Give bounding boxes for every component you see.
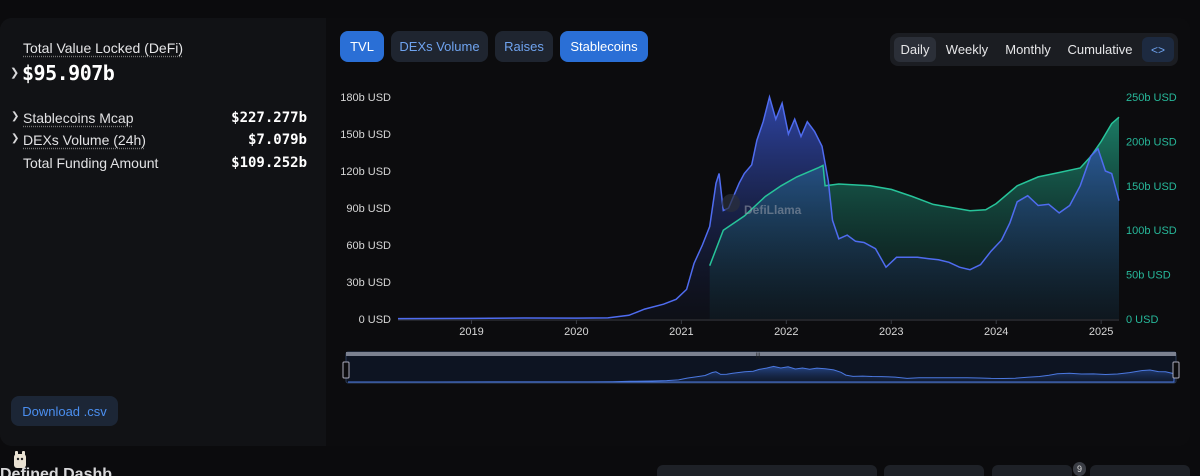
chevron-right-icon[interactable]: ❯: [11, 111, 20, 122]
tvl-value: $95.907b: [22, 61, 115, 85]
x-tick-label: 2019: [459, 326, 483, 338]
stat-row-dex-volume[interactable]: ❯ DEXs Volume (24h) $7.079b: [11, 130, 307, 150]
stat-value: $7.079b: [247, 132, 307, 148]
chevron-right-icon[interactable]: ❯: [10, 67, 20, 79]
code-icon[interactable]: <>: [1142, 37, 1174, 62]
left-tick-label: 30b USD: [346, 277, 391, 289]
tab-dexs-volume[interactable]: DEXs Volume: [391, 31, 488, 62]
right-tick-label: 100b USD: [1126, 225, 1177, 237]
filter-chip[interactable]: [1090, 465, 1190, 476]
stablecoins-line: [708, 116, 1120, 266]
right-tick-label: 150b USD: [1126, 181, 1177, 193]
section-title: Defined Dashb: [0, 466, 113, 476]
x-axis: 2019 2020 2021 2022 2023 2024 2025: [398, 319, 1119, 338]
tvl-area: [398, 97, 1119, 319]
left-tick-label: 90b USD: [346, 203, 391, 215]
right-tick-label: 0 USD: [1126, 314, 1158, 326]
stat-label: Stablecoins Mcap: [23, 110, 134, 126]
stat-row-stablecoins[interactable]: ❯ Stablecoins Mcap $227.277b: [11, 108, 307, 128]
x-tick-label: 2025: [1089, 326, 1113, 338]
tab-tvl[interactable]: TVL: [340, 31, 384, 62]
left-axis: 0 USD 30b USD 60b USD 90b USD 120b USD 150b U…: [340, 92, 391, 326]
summary-sidebar: [0, 18, 326, 446]
tvl-line: [397, 94, 1120, 320]
right-axis: 0 USD 50b USD 100b USD 150b USD 200b USD 250b…: [1126, 92, 1177, 326]
left-tick-label: 180b USD: [340, 92, 391, 104]
stat-label: Total Funding Amount: [23, 155, 159, 171]
llama-icon: [14, 451, 26, 468]
x-tick-label: 2024: [984, 326, 1008, 338]
right-tick-label: 50b USD: [1126, 270, 1171, 282]
watermark: DefiLlama: [722, 194, 802, 217]
stat-value: $227.277b: [231, 110, 307, 126]
filter-chip[interactable]: [657, 465, 877, 476]
x-tick-label: 2020: [564, 326, 588, 338]
download-csv-button[interactable]: Download .csv: [11, 396, 118, 426]
x-tick-label: 2021: [669, 326, 693, 338]
period-daily[interactable]: Daily: [894, 37, 936, 62]
x-tick-label: 2023: [879, 326, 903, 338]
brush-handle-left: [342, 361, 350, 379]
right-tick-label: 250b USD: [1126, 92, 1177, 104]
tab-stablecoins[interactable]: Stablecoins: [560, 31, 648, 62]
stat-value: $109.252b: [231, 155, 307, 171]
chevron-right-icon[interactable]: ❯: [11, 133, 20, 144]
period-weekly[interactable]: Weekly: [945, 42, 989, 57]
svg-text:|||: |||: [756, 353, 761, 359]
tab-raises[interactable]: Raises: [495, 31, 553, 62]
left-tick-label: 60b USD: [346, 240, 391, 252]
count-badge: 9: [1073, 462, 1086, 476]
range-brush[interactable]: |||: [342, 351, 1180, 384]
top-bar: [0, 0, 1200, 18]
stat-label: DEXs Volume (24h): [23, 132, 146, 148]
period-cumulative[interactable]: Cumulative: [1067, 42, 1133, 57]
right-tick-label: 200b USD: [1126, 136, 1177, 148]
left-tick-label: 0 USD: [359, 314, 391, 326]
stat-row-funding: Total Funding Amount $109.252b: [11, 153, 307, 173]
period-selector: Daily Weekly Monthly Cumulative <>: [890, 33, 1178, 66]
brush-handle-right: [1172, 361, 1180, 379]
filter-chip[interactable]: [992, 465, 1072, 476]
tvl-label[interactable]: Total Value Locked (DeFi): [23, 40, 184, 56]
left-tick-label: 120b USD: [340, 166, 391, 178]
x-tick-label: 2022: [774, 326, 798, 338]
period-monthly[interactable]: Monthly: [1005, 42, 1051, 57]
filter-chip[interactable]: [884, 465, 984, 476]
tvl-stablecoins-chart: 0 USD 30b USD 60b USD 90b USD 120b USD 150b U…: [340, 92, 1180, 384]
left-tick-label: 150b USD: [340, 129, 391, 141]
svg-text:DefiLlama: DefiLlama: [744, 203, 802, 217]
